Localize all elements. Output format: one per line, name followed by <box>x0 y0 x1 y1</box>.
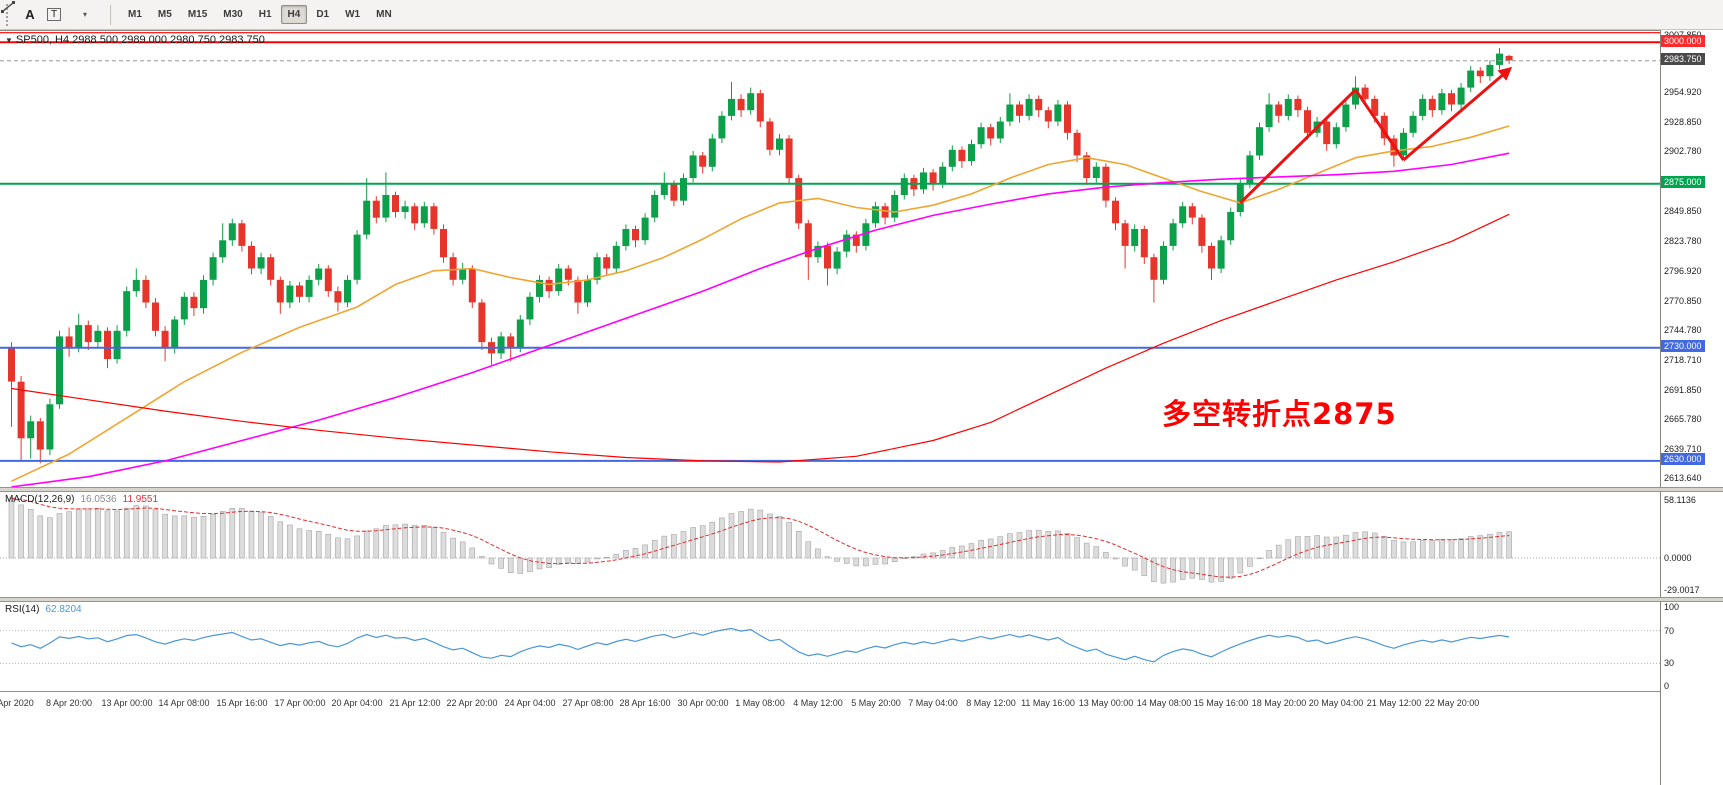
time-axis-label: 18 May 20:00 <box>1251 698 1307 708</box>
macd-panel[interactable]: MACD(12,26,9) 16.0536 11.9551 <box>0 492 1660 597</box>
price-axis-badge: 2875.000 <box>1661 176 1705 188</box>
rsi-axis-label: 30 <box>1664 658 1675 668</box>
trendline-tool-icon <box>1 1 15 13</box>
price-axis-badge: 2730.000 <box>1661 340 1705 352</box>
timeframe-button-m15[interactable]: M15 <box>187 9 208 20</box>
panel-divider[interactable] <box>0 597 1723 602</box>
trendline-tool-button[interactable]: ▾ <box>1 1 101 26</box>
time-axis-label: 28 Apr 16:00 <box>619 698 671 708</box>
time-axis-label: 24 Apr 04:00 <box>504 698 556 708</box>
macd-axis-label: -29.0017 <box>1664 585 1700 595</box>
price-axis-label: 2902.780 <box>1664 146 1702 156</box>
time-axis-label: 14 May 08:00 <box>1136 698 1192 708</box>
rsi-axis-label: 0 <box>1664 681 1670 691</box>
toolbar-grip[interactable] <box>6 3 11 26</box>
price-axis-label: 2823.780 <box>1664 236 1702 246</box>
time-axis[interactable]: 7 Apr 2020 8 Apr 20:00 13 Apr 00:00 14 Apr … <box>0 692 1660 714</box>
macd-signal-value: 11.9551 <box>122 494 159 505</box>
price-axis-label: 2954.920 <box>1664 87 1702 97</box>
time-axis-label: 8 Apr 20:00 <box>45 698 93 708</box>
symbol-ohlc-title: ▼ SP500, H4 2988.500 2989.000 2980.750 29… <box>5 34 265 46</box>
time-axis-label: 4 May 12:00 <box>793 698 843 708</box>
symbol-ohlc-text: SP500, H4 2988.500 2989.000 2980.750 298… <box>15 34 265 46</box>
candlestick-chart <box>0 32 1660 487</box>
price-axis-label: 2849.850 <box>1664 206 1702 216</box>
timeframe-button-m30[interactable]: M30 <box>223 9 243 20</box>
price-axis-label: 2796.920 <box>1664 266 1702 276</box>
price-axis-label: 2613.640 <box>1664 473 1702 483</box>
main-chart-panel[interactable]: ▼ SP500, H4 2988.500 2989.000 2980.750 29… <box>0 30 1660 487</box>
toolbar-separator <box>110 4 111 25</box>
macd-label: MACD(12,26,9) 16.0536 11.9551 <box>5 494 164 505</box>
time-axis-label: 8 May 12:00 <box>966 698 1016 708</box>
rsi-value: 62.8204 <box>45 604 82 615</box>
time-axis-label: 5 May 20:00 <box>851 698 901 708</box>
time-axis-label: 13 Apr 00:00 <box>101 698 153 708</box>
time-axis-label: 14 Apr 08:00 <box>158 698 210 708</box>
price-axis-label: 2691.850 <box>1664 385 1702 395</box>
price-axis[interactable]: 3007.8502954.9202928.8502902.7802849.850… <box>1660 30 1723 785</box>
rsi-axis-label: 70 <box>1664 626 1675 636</box>
time-axis-label: 13 May 00:00 <box>1078 698 1134 708</box>
time-axis-label: 21 Apr 12:00 <box>389 698 441 708</box>
time-axis-label: 20 May 04:00 <box>1308 698 1364 708</box>
timeframe-button-mn[interactable]: MN <box>376 9 392 20</box>
text-tool-icon: T <box>46 8 62 21</box>
time-axis-label: 15 Apr 16:00 <box>216 698 268 708</box>
macd-name: MACD(12,26,9) <box>5 494 75 505</box>
price-axis-label: 2639.710 <box>1664 444 1702 454</box>
macd-main-value: 16.0536 <box>80 494 117 505</box>
chart-toolbar: A T ▾ M1 M5 M15 M30 H1 H4 D1 W1 MN <box>0 0 1723 30</box>
price-axis-label: 2928.850 <box>1664 117 1702 127</box>
rsi-label: RSI(14) 62.8204 <box>5 604 88 615</box>
price-axis-badge: 2983.750 <box>1661 53 1705 65</box>
time-axis-label: 20 Apr 04:00 <box>331 698 383 708</box>
time-axis-label: 11 May 16:00 <box>1021 698 1075 708</box>
rsi-chart <box>0 627 1660 664</box>
timeframe-button-h1[interactable]: H1 <box>258 9 272 20</box>
chart-annotation: 多空转折点2875 <box>1162 397 1397 431</box>
price-axis-label: 2744.780 <box>1664 325 1702 335</box>
rsi-name: RSI(14) <box>5 604 40 615</box>
macd-axis-label: 58.1136 <box>1664 495 1696 505</box>
time-axis-label: 21 May 12:00 <box>1366 698 1422 708</box>
time-axis-label: 30 Apr 00:00 <box>677 698 729 708</box>
price-axis-label: 2665.780 <box>1664 414 1702 424</box>
timeframe-button-w1[interactable]: W1 <box>345 9 361 20</box>
macd-axis-label: 0.0000 <box>1664 553 1692 563</box>
font-tool-button[interactable]: A <box>25 7 35 22</box>
time-axis-label: 15 May 16:00 <box>1193 698 1249 708</box>
timeframe-button-m5[interactable]: M5 <box>157 9 172 20</box>
panel-divider[interactable] <box>0 487 1723 492</box>
timeframe-button-d1[interactable]: D1 <box>316 9 330 20</box>
time-axis-label: 22 Apr 20:00 <box>446 698 498 708</box>
timeframe-button-h4[interactable]: H4 <box>280 5 308 24</box>
price-axis-badge: 2630.000 <box>1661 453 1705 465</box>
timeframe-toolbar: M1 M5 M15 M30 H1 H4 D1 W1 MN <box>120 5 400 24</box>
time-axis-label: 7 Apr 2020 <box>0 698 34 708</box>
time-axis-label: 22 May 20:00 <box>1424 698 1480 708</box>
macd-chart <box>0 497 1660 584</box>
time-axis-label: 27 Apr 08:00 <box>562 698 614 708</box>
timeframe-button-m1[interactable]: M1 <box>128 9 142 20</box>
collapse-chart-icon[interactable]: ▼ <box>5 36 13 45</box>
price-axis-label: 2770.850 <box>1664 296 1702 306</box>
rsi-axis-label: 100 <box>1664 602 1680 612</box>
rsi-panel[interactable]: RSI(14) 62.8204 <box>0 602 1660 692</box>
time-axis-label: 7 May 04:00 <box>908 698 958 708</box>
chart-workspace: ▼ SP500, H4 2988.500 2989.000 2980.750 29… <box>0 30 1723 785</box>
price-axis-badge: 3000.000 <box>1661 35 1705 47</box>
time-axis-label: 1 May 08:00 <box>735 698 785 708</box>
dropdown-caret-icon: ▾ <box>82 10 87 19</box>
price-axis-label: 2718.710 <box>1664 355 1702 365</box>
time-axis-label: 17 Apr 00:00 <box>274 698 326 708</box>
text-label-tool-button[interactable]: T <box>43 4 65 26</box>
